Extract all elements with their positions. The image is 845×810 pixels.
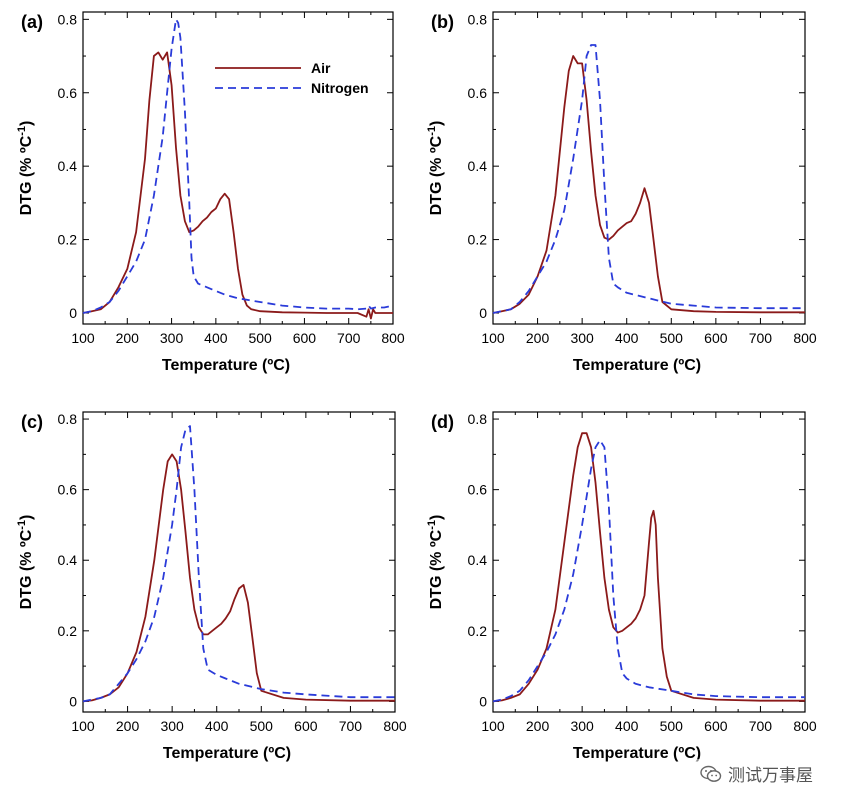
chart-c-series-air [82, 453, 395, 703]
watermark-text: 测试万事屋 [728, 766, 813, 786]
chart-b-xaxis-title: Temperature (ºC) [573, 357, 701, 374]
chart-d-ytick-label: 0.6 [468, 482, 488, 498]
chart-b-xtick-label: 300 [570, 330, 594, 346]
chart-d-xtick-label: 700 [749, 718, 773, 734]
chart-c-yaxis-title-main: DTG (% ºC [18, 529, 35, 609]
chart-b-frame [492, 11, 806, 325]
chart-a-xtick-label: 100 [71, 330, 95, 346]
chart-a-xtick-label: 200 [116, 330, 140, 346]
chart-a-ytick-label: 0.2 [58, 232, 78, 248]
chart-d-xtick-label: 300 [570, 718, 594, 734]
chart-b-panel-letter: (b) [431, 12, 454, 32]
chart-d-ytick-label: 0.2 [468, 623, 488, 639]
chart-c-yaxis-title: DTG (% ºC-1) [16, 515, 35, 610]
chart-d-xaxis-title: Temperature (ºC) [573, 745, 701, 762]
chart-c-xtick-label: 500 [250, 718, 274, 734]
chart-d-panel: 100 200 300 400 500 600 700 800 0 0.2 0.4 0.6 0.8 Tem… [426, 411, 817, 762]
chart-a-xaxis-title: Temperature (ºC) [162, 357, 290, 374]
chart-c-xtick-label: 700 [339, 718, 363, 734]
chart-c-xtick-label: 300 [160, 718, 184, 734]
chart-b-yaxis-title-sup: -1 [426, 126, 438, 136]
chart-d-yaxis-title-main: DTG (% ºC [428, 529, 445, 609]
chart-c-panel-letter: (c) [21, 412, 43, 432]
chart-b-series-air [492, 55, 805, 314]
chart-a-yaxis-title-sup: -1 [16, 126, 28, 136]
chart-b-xtick-label: 100 [481, 330, 505, 346]
chart-c-ytick-label: 0.6 [58, 482, 78, 498]
wechat-icon [700, 765, 722, 782]
chart-d-xtick-label: 800 [793, 718, 817, 734]
chart-c-xtick-label: 400 [205, 718, 229, 734]
chart-a-xtick-label: 500 [248, 330, 272, 346]
chart-d-series-nitrogen [492, 439, 805, 703]
chart-b-ytick-label: 0.4 [468, 158, 488, 174]
chart-d-ytick-label: 0 [479, 693, 487, 709]
chart-b-xtick-label: 600 [704, 330, 728, 346]
chart-d-xtick-label: 200 [526, 718, 550, 734]
chart-c-ytick-label: 0.4 [58, 552, 78, 568]
chart-d-xtick-label: 600 [704, 718, 728, 734]
chart-d-ytick-label: 0.4 [468, 552, 488, 568]
chart-a-xtick-label: 700 [337, 330, 361, 346]
chart-a-series-air [82, 51, 393, 320]
chart-b-xtick-label: 400 [615, 330, 639, 346]
chart-c-series-nitrogen [82, 425, 395, 703]
chart-a-xtick-label: 400 [204, 330, 228, 346]
chart-c-ytick-label: 0 [69, 693, 77, 709]
chart-a-xtick-label: 600 [293, 330, 317, 346]
chart-d-series-air [492, 432, 805, 703]
chart-a-xtick-label: 800 [381, 330, 405, 346]
chart-b-xtick-label: 700 [749, 330, 773, 346]
chart-b-yaxis-title: DTG (% ºC-1) [426, 121, 445, 216]
watermark: 测试万事屋 [696, 759, 817, 788]
chart-b-ytick-label: 0.8 [468, 11, 488, 27]
chart-d-xtick-label: 500 [660, 718, 684, 734]
chart-a-yaxis-title: DTG (% ºC-1) [16, 121, 35, 216]
chart-b-ytick-label: 0.2 [468, 232, 488, 248]
chart-a-panel: 100 200 300 400 500 600 700 800 0 0.2 0.4 0.6 0.8 Tem… [16, 11, 405, 374]
chart-a-legend-label-air: Air [311, 60, 331, 76]
chart-c-xtick-label: 600 [294, 718, 318, 734]
chart-a-ytick-label: 0.4 [58, 158, 78, 174]
chart-a-frame [82, 11, 394, 325]
chart-c-xtick-label: 200 [116, 718, 140, 734]
chart-a-ytick-label: 0 [69, 305, 77, 321]
chart-a-panel-letter: (a) [21, 12, 43, 32]
chart-b-xtick-label: 800 [793, 330, 817, 346]
chart-b-ytick-label: 0 [479, 305, 487, 321]
chart-d-ytick-label: 0.8 [468, 411, 488, 427]
chart-c-yaxis-title-sup: -1 [16, 520, 28, 530]
chart-c-ytick-label: 0.8 [58, 411, 78, 427]
chart-a-ytick-label: 0.8 [58, 11, 78, 27]
chart-a-yaxis-title-main: DTG (% ºC [18, 135, 35, 215]
chart-c-yaxis-title-close: ) [18, 515, 35, 520]
chart-d-panel-letter: (d) [431, 412, 454, 432]
chart-d-xtick-label: 100 [481, 718, 505, 734]
chart-b-ytick-label: 0.6 [468, 85, 488, 101]
chart-a-ytick-label: 0.6 [58, 85, 78, 101]
chart-b-series-nitrogen [492, 44, 805, 314]
chart-d-yaxis-title-sup: -1 [426, 520, 438, 530]
chart-d-yaxis-title: DTG (% ºC-1) [426, 515, 445, 610]
chart-d-frame [492, 411, 806, 713]
chart-c-xaxis-title: Temperature (ºC) [163, 745, 291, 762]
chart-a-xtick-label: 300 [160, 330, 184, 346]
chart-b-xtick-label: 500 [660, 330, 684, 346]
chart-b-panel: 100 200 300 400 500 600 700 800 0 0.2 0.4 0.6 0.8 Tem… [426, 11, 817, 374]
chart-d-yaxis-title-close: ) [428, 515, 445, 520]
chart-b-yaxis-title-main: DTG (% ºC [428, 135, 445, 215]
chart-b-xtick-label: 200 [526, 330, 550, 346]
chart-a-yaxis-title-close: ) [18, 121, 35, 126]
chart-c-panel: 100 200 300 400 500 600 700 800 0 0.2 0.4 0.6 0.8 Tem… [16, 411, 407, 762]
chart-c-xtick-label: 100 [71, 718, 95, 734]
chart-b-yaxis-title-close: ) [428, 121, 445, 126]
chart-a-legend-label-nitrogen: Nitrogen [311, 80, 369, 96]
chart-c-xtick-label: 800 [383, 718, 407, 734]
chart-d-xtick-label: 400 [615, 718, 639, 734]
chart-a-series-nitrogen [82, 18, 394, 314]
chart-c-ytick-label: 0.2 [58, 623, 78, 639]
